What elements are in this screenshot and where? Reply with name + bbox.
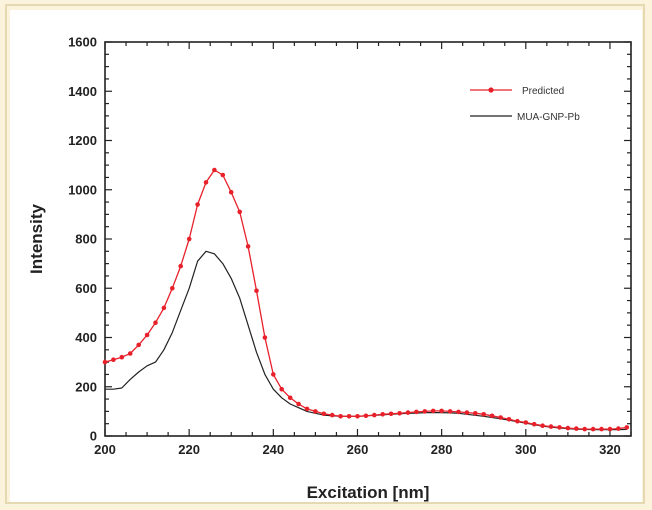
data-point-predicted <box>170 286 175 291</box>
data-point-predicted <box>287 395 293 401</box>
data-point-predicted <box>439 408 444 414</box>
data-point-predicted <box>447 409 453 414</box>
data-point-predicted <box>212 167 217 173</box>
x-axis-title: Excitation [nm] <box>307 483 430 502</box>
data-point-predicted <box>346 414 352 419</box>
data-point-predicted <box>136 342 141 348</box>
x-tick-label: 200 <box>94 442 116 457</box>
data-point-predicted <box>329 412 335 418</box>
data-point-predicted <box>228 189 234 195</box>
y-tick-label: 1000 <box>68 182 97 197</box>
data-point-predicted <box>422 409 428 414</box>
data-point-predicted <box>161 305 167 311</box>
y-axis-title: Intensity <box>27 204 46 274</box>
data-point-predicted <box>456 409 461 415</box>
data-point-predicted <box>119 354 125 360</box>
data-point-predicted <box>616 426 621 431</box>
data-point-predicted <box>304 406 310 412</box>
x-tick-label: 240 <box>262 442 284 457</box>
data-point-predicted <box>262 335 268 340</box>
data-point-predicted <box>481 412 487 417</box>
x-tick-label: 260 <box>347 442 369 457</box>
data-point-predicted <box>279 386 285 392</box>
chart-panel: 200 220 240 260 280 300 320 0 200 400 600 800 1000 12… <box>10 10 642 502</box>
data-point-predicted <box>540 423 545 429</box>
data-point-predicted <box>363 413 369 419</box>
data-point-predicted <box>489 413 495 419</box>
data-point-predicted <box>506 417 512 422</box>
plot-area <box>104 41 632 437</box>
data-point-predicted <box>102 359 108 365</box>
legend-label-mua-gnp-pb: MUA-GNP-Pb <box>517 112 580 123</box>
data-point-predicted <box>405 410 411 415</box>
legend-marker-predicted <box>488 87 494 93</box>
x-tick-label: 280 <box>431 442 453 457</box>
data-point-predicted <box>127 351 133 356</box>
data-point-predicted <box>144 332 150 338</box>
data-point-predicted <box>195 202 200 207</box>
data-point-predicted <box>414 409 419 415</box>
data-point-predicted <box>430 408 436 414</box>
legend: Predicted MUA-GNP-Pb <box>470 86 580 123</box>
data-point-predicted <box>590 426 596 432</box>
data-point-predicted <box>237 209 242 215</box>
data-point-predicted <box>372 412 377 418</box>
data-point-predicted <box>498 415 503 420</box>
data-point-predicted <box>338 414 343 419</box>
data-point-predicted <box>523 420 529 425</box>
data-point-predicted <box>271 372 276 377</box>
data-point-predicted <box>111 357 116 363</box>
data-point-predicted <box>599 426 604 432</box>
x-tick-label: 220 <box>178 442 200 457</box>
data-point-predicted <box>321 411 327 417</box>
y-tick-label: 600 <box>75 281 97 296</box>
y-tick-label: 1200 <box>68 133 97 148</box>
data-point-predicted <box>355 414 360 419</box>
data-point-predicted <box>397 411 402 416</box>
data-point-predicted <box>388 411 394 417</box>
y-tick-label: 1600 <box>68 35 97 50</box>
data-point-predicted <box>254 288 259 294</box>
data-point-predicted <box>220 172 226 178</box>
data-point-predicted <box>531 421 537 427</box>
x-tick-label: 320 <box>599 442 621 457</box>
y-tick-label: 1400 <box>68 84 97 99</box>
data-point-predicted <box>473 411 478 416</box>
data-point-predicted <box>557 425 562 430</box>
y-tick-label: 400 <box>75 330 97 345</box>
data-point-predicted <box>582 426 587 432</box>
y-tick-label: 200 <box>75 379 97 394</box>
data-point-predicted <box>607 426 613 432</box>
data-point-predicted <box>296 401 301 407</box>
data-point-predicted <box>380 412 386 417</box>
data-point-predicted <box>186 236 192 242</box>
data-point-predicted <box>153 320 158 326</box>
data-point-predicted <box>178 263 183 269</box>
data-point-predicted <box>464 410 470 415</box>
legend-label-predicted: Predicted <box>522 86 564 97</box>
x-tick-label: 300 <box>515 442 537 457</box>
data-point-predicted <box>624 425 630 430</box>
data-point-predicted <box>313 409 318 414</box>
line-chart: 200 220 240 260 280 300 3200200400600800100012… <box>27 35 632 502</box>
data-point-predicted <box>203 180 209 185</box>
y-tick-label: 0 <box>90 429 97 444</box>
data-point-predicted <box>548 424 554 429</box>
data-point-predicted <box>515 418 520 424</box>
y-tick-label: 800 <box>75 232 97 247</box>
data-point-predicted <box>245 244 251 249</box>
data-point-predicted <box>574 426 579 431</box>
data-point-predicted <box>565 425 571 431</box>
